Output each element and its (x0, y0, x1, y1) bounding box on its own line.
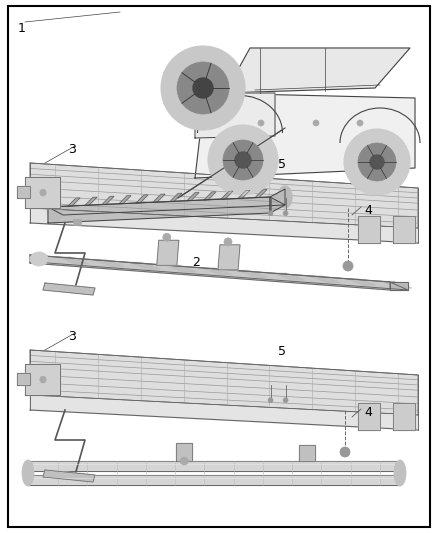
Text: 3: 3 (68, 330, 76, 343)
Polygon shape (43, 470, 95, 482)
Circle shape (40, 189, 46, 195)
Text: 2: 2 (192, 256, 200, 269)
Circle shape (163, 233, 171, 241)
Polygon shape (393, 215, 415, 243)
Polygon shape (43, 283, 95, 295)
Polygon shape (85, 197, 97, 205)
Polygon shape (17, 373, 30, 385)
Polygon shape (94, 260, 124, 266)
Polygon shape (48, 197, 270, 223)
Polygon shape (390, 282, 408, 290)
Circle shape (258, 120, 264, 126)
Text: 3: 3 (68, 143, 76, 156)
Polygon shape (48, 197, 285, 215)
Polygon shape (130, 262, 160, 269)
Circle shape (340, 447, 350, 457)
Circle shape (357, 120, 363, 126)
Ellipse shape (22, 460, 34, 486)
Circle shape (40, 377, 46, 383)
Polygon shape (218, 245, 240, 270)
Polygon shape (238, 190, 250, 198)
Polygon shape (68, 198, 80, 206)
Polygon shape (238, 271, 268, 277)
Polygon shape (30, 255, 390, 290)
Polygon shape (195, 93, 275, 138)
Polygon shape (157, 240, 179, 265)
Polygon shape (119, 196, 131, 204)
Polygon shape (170, 193, 182, 201)
Circle shape (344, 129, 410, 195)
Circle shape (208, 125, 278, 195)
Text: 4: 4 (364, 406, 372, 418)
Bar (73, 219, 81, 225)
Circle shape (224, 238, 232, 246)
Ellipse shape (30, 252, 48, 266)
Polygon shape (58, 257, 88, 264)
Polygon shape (30, 255, 408, 290)
Circle shape (180, 457, 188, 465)
Ellipse shape (47, 199, 63, 223)
Polygon shape (17, 185, 30, 198)
Circle shape (40, 190, 46, 196)
Polygon shape (30, 208, 418, 243)
Polygon shape (187, 192, 199, 201)
Polygon shape (221, 191, 233, 199)
Polygon shape (270, 189, 285, 213)
Polygon shape (255, 190, 267, 198)
Circle shape (235, 152, 251, 168)
Polygon shape (28, 475, 400, 485)
Circle shape (358, 143, 396, 181)
Circle shape (370, 155, 384, 169)
Circle shape (177, 62, 229, 114)
Polygon shape (102, 196, 114, 205)
Circle shape (283, 211, 288, 216)
Polygon shape (204, 192, 216, 200)
Polygon shape (30, 350, 418, 415)
Circle shape (268, 211, 273, 216)
Polygon shape (136, 195, 148, 203)
Polygon shape (195, 93, 415, 178)
Polygon shape (382, 281, 412, 288)
Text: 5: 5 (278, 345, 286, 358)
Circle shape (313, 120, 319, 126)
Polygon shape (30, 163, 418, 228)
Ellipse shape (278, 186, 292, 208)
Text: 5: 5 (278, 158, 286, 171)
Polygon shape (176, 443, 192, 461)
Polygon shape (202, 268, 232, 274)
Circle shape (223, 140, 263, 180)
Circle shape (283, 398, 288, 403)
Polygon shape (274, 273, 304, 280)
Polygon shape (358, 402, 380, 430)
Polygon shape (346, 279, 376, 285)
Circle shape (193, 78, 213, 98)
Polygon shape (25, 364, 60, 395)
Polygon shape (28, 461, 400, 471)
Circle shape (343, 261, 353, 271)
Ellipse shape (394, 460, 406, 486)
Circle shape (268, 398, 273, 403)
Text: 4: 4 (364, 204, 372, 216)
Polygon shape (25, 176, 60, 208)
Circle shape (40, 376, 46, 382)
Polygon shape (393, 402, 415, 430)
Circle shape (161, 46, 245, 130)
Text: 1: 1 (18, 22, 26, 35)
Polygon shape (310, 276, 340, 282)
Polygon shape (153, 194, 165, 202)
Polygon shape (166, 265, 196, 272)
Polygon shape (358, 215, 380, 243)
Polygon shape (30, 395, 418, 430)
Polygon shape (299, 445, 315, 461)
Polygon shape (225, 48, 410, 93)
